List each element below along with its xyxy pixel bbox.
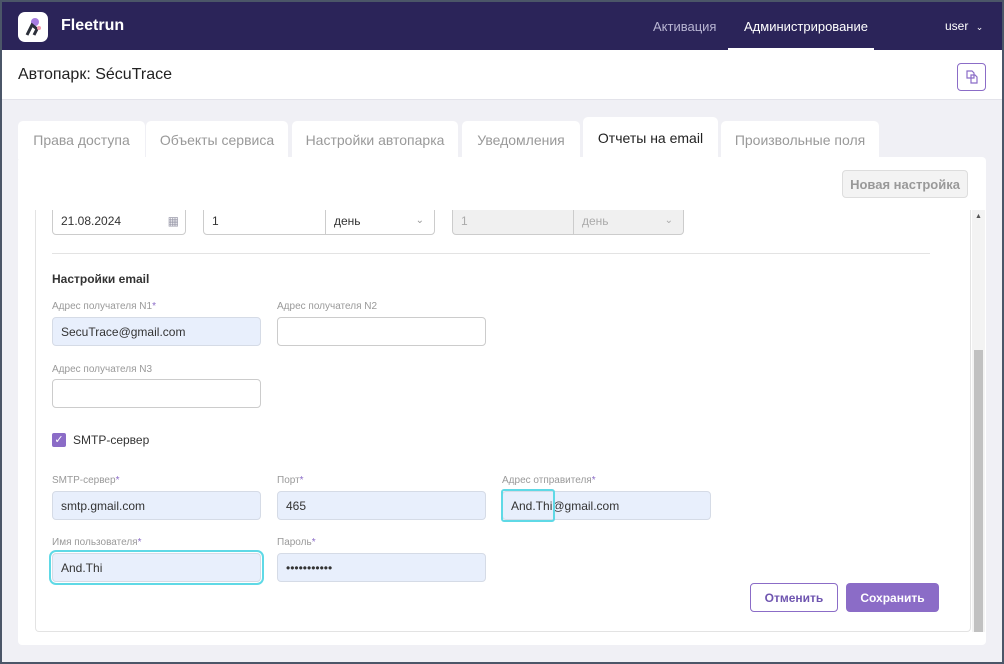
chevron-down-icon: ⌄ <box>664 215 673 226</box>
chevron-down-icon: ⌄ <box>415 215 424 226</box>
save-button[interactable]: Сохранить <box>846 583 939 612</box>
recipient1-input[interactable]: SecuTrace@gmail.com <box>52 317 261 346</box>
chevron-down-icon: ⌄ <box>975 22 984 32</box>
interval-unit-select[interactable]: день ⌄ <box>325 210 435 235</box>
tab-access-rights[interactable]: Права доступа <box>18 121 145 159</box>
scrollbar-thumb[interactable] <box>974 350 983 632</box>
scroll-up-icon[interactable]: ▲ <box>975 213 982 220</box>
calendar-icon[interactable]: ▦ <box>167 213 179 228</box>
interval2-unit-select: день ⌄ <box>573 210 684 235</box>
password-input[interactable]: ••••••••••• <box>277 553 486 582</box>
smtp-server-label: SMTP-сервер* <box>52 475 120 486</box>
page-title: Автопарк: SécuTrace <box>18 66 172 83</box>
tab-service-objects[interactable]: Объекты сервиса <box>146 121 288 159</box>
nav-activation[interactable]: Активация <box>653 19 717 34</box>
fleetrun-logo[interactable] <box>18 12 48 42</box>
port-label: Порт* <box>277 475 304 486</box>
username-input[interactable]: And.Thi <box>49 550 264 585</box>
user-menu[interactable]: user ⌄ <box>945 19 983 33</box>
sender-label: Адрес отправителя* <box>502 475 596 486</box>
port-input[interactable]: 465 <box>277 491 486 520</box>
tab-notifications[interactable]: Уведомления <box>462 121 580 159</box>
nav-administration[interactable]: Администрирование <box>744 19 868 34</box>
copy-icon <box>965 70 978 84</box>
new-setting-button[interactable]: Новая настройка <box>842 170 968 198</box>
recipient3-input[interactable] <box>52 379 261 408</box>
cancel-button[interactable]: Отменить <box>750 583 838 612</box>
sender-input[interactable]: And.Thi@gmail.com <box>501 489 711 522</box>
user-name: user <box>945 19 969 33</box>
top-header: Fleetrun Активация Администрирование use… <box>2 2 1002 51</box>
title-bar: Автопарк: SécuTrace <box>2 50 1002 100</box>
scrollbar[interactable]: ▲ <box>972 210 985 632</box>
interval-input[interactable]: 1 <box>203 210 326 235</box>
date-value: 21.08.2024 <box>61 213 122 228</box>
recipient2-label: Адрес получателя N2 <box>277 301 378 312</box>
settings-form: 21.08.2024 ▦ 1 день ⌄ 1 день ⌄ Настройки em… <box>35 210 971 632</box>
tab-fleet-settings[interactable]: Настройки автопарка <box>292 121 458 159</box>
interval2-input: 1 <box>452 210 574 235</box>
smtp-checkbox[interactable]: ✓ <box>52 433 66 447</box>
autofill-highlight <box>501 489 555 522</box>
username-label: Имя пользователя* <box>52 537 142 548</box>
app-name: Fleetrun <box>61 17 125 34</box>
unit2-value: день <box>582 213 609 228</box>
password-label: Пароль* <box>277 537 316 548</box>
divider <box>52 253 930 254</box>
smtp-checkbox-label[interactable]: SMTP-сервер <box>73 433 150 447</box>
email-reports-panel: Новая настройка 21.08.2024 ▦ 1 день ⌄ 1 де… <box>18 157 986 645</box>
sender-value: And.Thi@gmail.com <box>511 498 620 513</box>
recipient1-label: Адрес получателя N1* <box>52 301 156 312</box>
start-date-input[interactable]: 21.08.2024 ▦ <box>52 210 186 235</box>
copy-button[interactable] <box>957 63 986 91</box>
tab-custom-fields[interactable]: Произвольные поля <box>721 121 879 159</box>
smtp-server-input[interactable]: smtp.gmail.com <box>52 491 261 520</box>
recipient3-label: Адрес получателя N3 <box>52 364 153 375</box>
tab-email-reports[interactable]: Отчеты на email <box>583 117 718 159</box>
unit-value: день <box>334 213 361 228</box>
recipient2-input[interactable] <box>277 317 486 346</box>
active-nav-indicator <box>728 48 874 51</box>
email-section-title: Настройки email <box>52 272 150 286</box>
